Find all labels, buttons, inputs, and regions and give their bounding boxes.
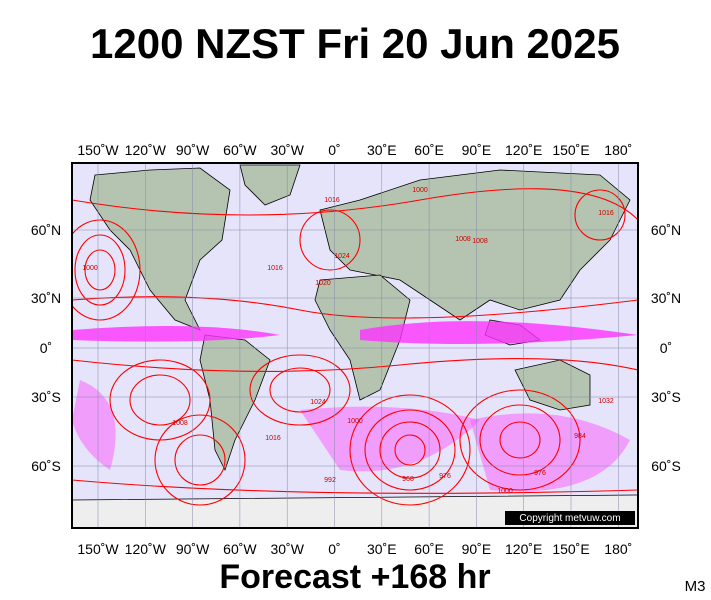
title: 1200 NZST Fri 20 Jun 2025 [90, 20, 620, 67]
lon-label: 30˚W [270, 541, 304, 557]
lat-label: 60˚N [31, 222, 61, 238]
map: 1000 1016 1008 1024 1016 1020 1008 1000 992 1016 1… [72, 163, 638, 528]
lon-label: 150˚E [552, 541, 589, 557]
lon-label: 120˚W [125, 541, 167, 557]
lon-label: 0˚ [328, 541, 340, 557]
lon-label: 30˚E [367, 142, 397, 158]
lat-label: 0˚ [660, 340, 672, 356]
isobar-label: 1032 [598, 398, 614, 405]
isobar-label: 1024 [310, 399, 326, 406]
lon-label: 0˚ [328, 142, 340, 158]
lon-label: 90˚E [462, 541, 492, 557]
isobar-label: 976 [439, 473, 451, 480]
lon-label: 90˚E [462, 142, 492, 158]
isobar-label: 1020 [315, 280, 331, 287]
isobar-label: 1008 [172, 420, 188, 427]
isobar-label: 1008 [455, 236, 471, 243]
isobar-label: 992 [324, 477, 336, 484]
lon-label: 180˚ [604, 541, 632, 557]
lon-label: 120˚W [125, 142, 167, 158]
isobar-label: 976 [534, 470, 546, 477]
lon-label: 90˚W [176, 142, 210, 158]
isobar-label: 1000 [497, 488, 513, 495]
lat-label: 60˚N [651, 222, 681, 238]
lon-label: 60˚E [414, 541, 444, 557]
isobar-label: 1000 [347, 418, 363, 425]
isobar-label: 1016 [324, 197, 340, 204]
lon-label: 120˚E [505, 142, 542, 158]
lon-label: 30˚E [367, 541, 397, 557]
copyright: Copyright metvuw.com [519, 513, 620, 524]
isobar-label: 984 [574, 433, 586, 440]
lon-label: 60˚E [414, 142, 444, 158]
isobar-label: 1008 [472, 238, 488, 245]
map-frame [71, 162, 639, 529]
lat-label: 30˚N [31, 290, 61, 306]
lat-label: 30˚S [31, 389, 61, 405]
lon-label: 150˚W [77, 541, 119, 557]
isobar-label: 1016 [267, 265, 283, 272]
lon-label: 150˚W [77, 142, 119, 158]
lat-label: 60˚S [651, 458, 681, 474]
isobar-label: 1016 [265, 435, 281, 442]
lon-label: 120˚E [505, 541, 542, 557]
lon-label: 90˚W [176, 541, 210, 557]
lon-label: 60˚W [223, 541, 257, 557]
isobar-label: 1000 [412, 187, 428, 194]
lat-label: 30˚S [651, 389, 681, 405]
lat-label: 60˚S [31, 458, 61, 474]
lon-label: 150˚E [552, 142, 589, 158]
lon-label: 180˚ [604, 142, 632, 158]
isobar-label: 968 [402, 476, 414, 483]
isobar-label: 1000 [82, 265, 98, 272]
isobar-label: 1016 [598, 210, 614, 217]
lat-label: 30˚N [651, 290, 681, 306]
lon-label: 60˚W [223, 142, 257, 158]
model-code: M3 [685, 578, 706, 595]
lat-label: 0˚ [40, 340, 52, 356]
lon-label: 30˚W [270, 142, 304, 158]
isobar-label: 1024 [334, 253, 350, 260]
forecast-label: Forecast +168 hr [219, 558, 490, 596]
